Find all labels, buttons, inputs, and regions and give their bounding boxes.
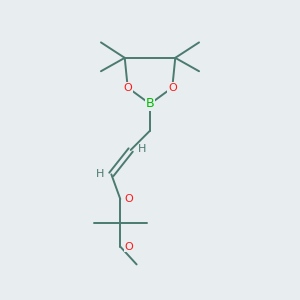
Text: O: O (124, 194, 133, 204)
Text: H: H (96, 169, 104, 179)
Text: O: O (123, 82, 132, 93)
Text: B: B (146, 98, 154, 110)
Text: H: H (138, 143, 146, 154)
Text: O: O (168, 82, 177, 93)
Text: O: O (124, 242, 133, 252)
